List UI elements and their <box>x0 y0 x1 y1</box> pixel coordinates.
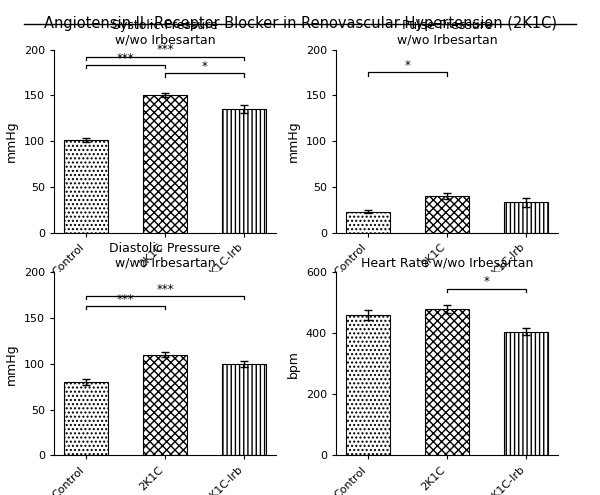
Bar <box>143 354 187 455</box>
Text: ***: *** <box>156 283 174 296</box>
Bar <box>223 109 266 233</box>
Title: Pulse Pressure
w/wo Irbesartan: Pulse Pressure w/wo Irbesartan <box>397 19 497 47</box>
Bar <box>64 140 107 233</box>
Bar <box>505 332 548 455</box>
Y-axis label: mmHg: mmHg <box>287 120 300 162</box>
Y-axis label: mmHg: mmHg <box>5 120 18 162</box>
Y-axis label: mmHg: mmHg <box>5 343 18 385</box>
Text: ***: *** <box>116 293 134 305</box>
Bar <box>346 315 389 455</box>
Text: ***: *** <box>116 51 134 64</box>
Title: Systolic Pressure
w/wo Irbesartan: Systolic Pressure w/wo Irbesartan <box>112 19 218 47</box>
Bar <box>505 202 548 233</box>
Bar <box>425 196 469 233</box>
Y-axis label: bpm: bpm <box>287 350 300 378</box>
Bar <box>425 309 469 455</box>
Bar <box>64 382 107 455</box>
Text: *: * <box>404 59 410 72</box>
Title: Heart Rate w/wo Irbesartan: Heart Rate w/wo Irbesartan <box>361 257 533 270</box>
Title: Diastolic Pressure
w/wo Irbesartan: Diastolic Pressure w/wo Irbesartan <box>109 242 221 270</box>
Text: ***: *** <box>156 43 174 56</box>
Text: Angiotensin II -Receptor Blocker in Renovascular Hypertension (2K1C): Angiotensin II -Receptor Blocker in Reno… <box>44 16 557 31</box>
Text: *: * <box>484 276 490 289</box>
Text: *: * <box>202 60 208 73</box>
Bar <box>143 95 187 233</box>
Bar <box>346 211 389 233</box>
Bar <box>223 364 266 455</box>
